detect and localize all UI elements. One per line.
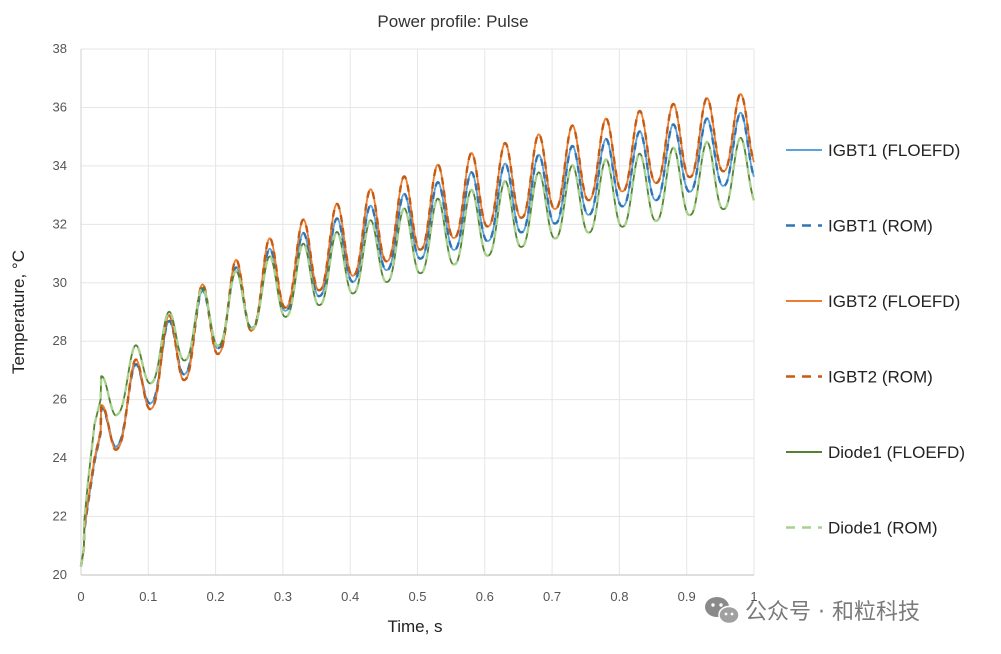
x-axis-label: Time, s — [387, 617, 442, 636]
legend-entry: IGBT2 (FLOEFD) — [828, 292, 960, 311]
y-tick-label: 32 — [53, 216, 67, 231]
y-tick-label: 26 — [53, 392, 67, 407]
legend-entry: Diode1 (ROM) — [828, 519, 938, 538]
series-line — [79, 92, 756, 567]
grid — [80, 48, 755, 576]
x-tick-label: 0.5 — [408, 589, 426, 604]
x-tick-label: 1 — [750, 589, 757, 604]
legend-entry: IGBT1 (FLOEFD) — [828, 141, 960, 160]
axes: 0 0.1 0.2 0.3 0.4 0.5 0.6 0.7 0.8 0.9 1 20 22 24 26 28 3… — [53, 41, 758, 604]
x-tick-label: 0.1 — [139, 589, 157, 604]
y-tick-label: 34 — [53, 158, 67, 173]
x-tick-label: 0.7 — [543, 589, 561, 604]
legend: IGBT1 (FLOEFD) IGBT1 (ROM) IGBT2 (FLOEFD) I… — [786, 141, 965, 538]
watermark: 公众号 · 和粒科技 — [705, 597, 920, 625]
x-tick-label: 0.2 — [207, 589, 225, 604]
y-tick-label: 24 — [53, 450, 67, 465]
x-tick-label: 0 — [77, 589, 84, 604]
legend-entry: IGBT1 (ROM) — [828, 217, 933, 236]
x-tick-label: 0.6 — [476, 589, 494, 604]
y-tick-label: 28 — [53, 333, 67, 348]
y-tick-label: 20 — [53, 567, 67, 582]
x-tick-label: 0.3 — [274, 589, 292, 604]
legend-entry: IGBT2 (ROM) — [828, 368, 933, 387]
y-tick-label: 36 — [53, 99, 67, 114]
series-line — [79, 136, 756, 567]
y-tick-label: 30 — [53, 275, 67, 290]
y-tick-label: 22 — [53, 509, 67, 524]
series-lines — [79, 92, 756, 567]
y-tick-label: 38 — [53, 41, 67, 56]
x-tick-label: 0.8 — [610, 589, 628, 604]
x-tick-label: 0.9 — [678, 589, 696, 604]
chart-title: Power profile: Pulse — [377, 12, 528, 31]
watermark-text: 公众号 · 和粒科技 — [745, 600, 920, 625]
x-tick-label: 0.4 — [341, 589, 359, 604]
wechat-icon — [705, 597, 740, 625]
y-axis-label: Temperature, °C — [9, 250, 28, 374]
legend-entry: Diode1 (FLOEFD) — [828, 443, 965, 462]
